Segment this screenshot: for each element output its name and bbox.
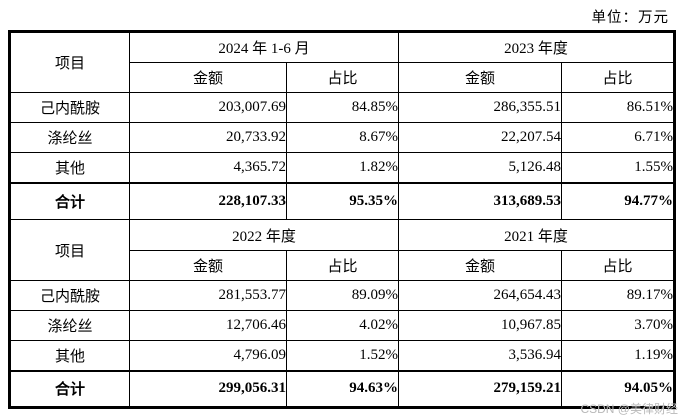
ratio-cell: 6.71% [560, 122, 676, 153]
amount-cell: 4,796.09 [129, 340, 287, 371]
period-header-2024h1: 2024 年 1-6 月 [129, 31, 399, 63]
ratio-cell: 3.70% [560, 310, 676, 341]
total-ratio-cell: 94.77% [560, 181, 676, 220]
revenue-breakdown-table: 项目 2024 年 1-6 月 2023 年度 金额 占比 金额 占比 己内酰胺… [8, 30, 677, 409]
ratio-cell: 8.67% [286, 122, 399, 153]
table-row-total: 合计 228,107.33 95.35% 313,689.53 94.77% [9, 181, 676, 220]
total-ratio-cell: 94.63% [286, 369, 399, 408]
amount-cell: 10,967.85 [398, 310, 562, 341]
item-label: 其他 [9, 340, 130, 371]
ratio-cell: 89.09% [286, 280, 399, 311]
period-header-2022: 2022 年度 [129, 219, 399, 251]
table-row-other: 其他 4,365.72 1.82% 5,126.48 1.55% [9, 152, 676, 183]
total-amount-cell: 299,056.31 [129, 369, 287, 408]
ratio-cell: 1.52% [286, 340, 399, 371]
ratio-cell: 84.85% [286, 92, 399, 123]
amount-cell: 286,355.51 [398, 92, 562, 123]
amount-cell: 20,733.92 [129, 122, 287, 153]
table-row-polyester: 涤纶丝 20,733.92 8.67% 22,207.54 6.71% [9, 122, 676, 153]
amount-cell: 3,536.94 [398, 340, 562, 371]
item-label: 己内酰胺 [9, 92, 130, 123]
ratio-column-header: 占比 [286, 62, 399, 93]
ratio-cell: 1.82% [286, 152, 399, 183]
amount-cell: 203,007.69 [129, 92, 287, 123]
amount-cell: 5,126.48 [398, 152, 562, 183]
amount-cell: 264,654.43 [398, 280, 562, 311]
table-row: 金额 占比 金额 占比 [10, 250, 676, 281]
table-row: 项目 2024 年 1-6 月 2023 年度 [9, 31, 676, 93]
amount-cell: 22,207.54 [398, 122, 562, 153]
ratio-cell: 1.19% [560, 340, 676, 371]
ratio-column-header: 占比 [560, 62, 676, 93]
period-header-2023: 2023 年度 [397, 31, 676, 63]
ratio-cell: 4.02% [286, 310, 399, 341]
amount-column-header: 金额 [129, 250, 287, 281]
ratio-column-header: 占比 [286, 250, 399, 281]
item-column-header: 项目 [9, 219, 130, 281]
item-label: 其他 [9, 152, 130, 183]
amount-column-header: 金额 [398, 62, 562, 93]
amount-cell: 281,553.77 [129, 280, 287, 311]
table-row: 项目 2022 年度 2021 年度 [9, 219, 676, 281]
table-row-caprolactam: 己内酰胺 281,553.77 89.09% 264,654.43 89.17% [9, 280, 676, 311]
table-row-polyester: 涤纶丝 12,706.46 4.02% 10,967.85 3.70% [9, 310, 676, 341]
total-amount-cell: 279,159.21 [398, 369, 562, 408]
amount-cell: 4,365.72 [129, 152, 287, 183]
amount-column-header: 金额 [398, 250, 562, 281]
table-row-other: 其他 4,796.09 1.52% 3,536.94 1.19% [9, 340, 676, 371]
ratio-cell: 89.17% [560, 280, 676, 311]
total-amount-cell: 228,107.33 [129, 181, 287, 220]
total-ratio-cell: 95.35% [286, 181, 399, 220]
ratio-column-header: 占比 [560, 250, 676, 281]
total-ratio-cell: 94.05% [560, 369, 676, 408]
total-label: 合计 [9, 181, 130, 220]
total-label: 合计 [9, 369, 130, 408]
amount-cell: 12,706.46 [129, 310, 287, 341]
ratio-cell: 1.55% [560, 152, 676, 183]
amount-column-header: 金额 [129, 62, 287, 93]
table-row: 金额 占比 金额 占比 [10, 62, 676, 93]
table-row-caprolactam: 己内酰胺 203,007.69 84.85% 286,355.51 86.51% [9, 92, 676, 123]
item-label: 涤纶丝 [9, 122, 130, 153]
table-row-total: 合计 299,056.31 94.63% 279,159.21 94.05% [9, 369, 676, 408]
item-label: 己内酰胺 [9, 280, 130, 311]
total-amount-cell: 313,689.53 [398, 181, 562, 220]
item-column-header: 项目 [9, 31, 130, 93]
item-label: 涤纶丝 [9, 310, 130, 341]
ratio-cell: 86.51% [560, 92, 676, 123]
period-header-2021: 2021 年度 [397, 219, 676, 251]
unit-label: 单位：万元 [591, 10, 669, 26]
